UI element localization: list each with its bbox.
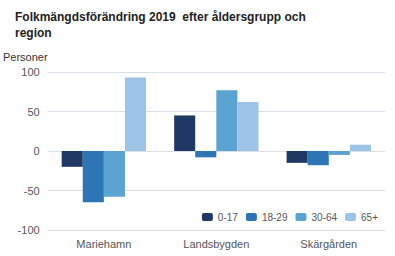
svg-text:region: region (15, 26, 52, 40)
svg-text:-50: -50 (24, 185, 40, 197)
svg-text:18-29: 18-29 (262, 212, 288, 223)
svg-text:0: 0 (34, 145, 40, 157)
svg-text:Folkmängdsförändring 2019 eft: Folkmängdsförändring 2019 efter åldersgr… (15, 10, 306, 24)
svg-text:30-64: 30-64 (311, 212, 337, 223)
svg-text:50: 50 (27, 106, 39, 118)
svg-text:65+: 65+ (361, 212, 378, 223)
svg-text:Mariehamn: Mariehamn (76, 238, 131, 250)
svg-text:-100: -100 (18, 224, 40, 236)
svg-text:Personer: Personer (3, 51, 48, 63)
svg-text:100: 100 (21, 66, 39, 78)
svg-text:Landsbygden: Landsbygden (183, 238, 249, 250)
svg-text:Skärgården: Skärgården (300, 238, 357, 250)
svg-text:0-17: 0-17 (218, 212, 238, 223)
